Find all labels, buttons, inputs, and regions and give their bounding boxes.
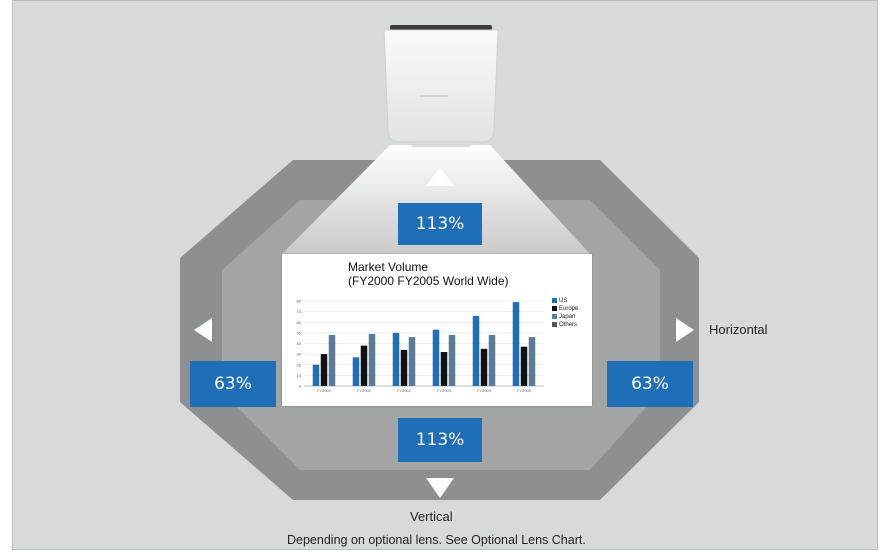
legend-swatch	[552, 314, 557, 319]
legend-swatch	[552, 306, 557, 311]
bar-us	[312, 364, 320, 386]
bar-japan	[408, 337, 416, 386]
bar-japan	[528, 337, 536, 386]
bar-us	[352, 357, 360, 386]
legend-label: US	[559, 298, 568, 305]
projected-screen: Market Volume (FY2000 FY2005 World Wide)…	[282, 254, 592, 406]
chart-title: Market Volume	[348, 260, 429, 274]
legend-item: Japan	[552, 314, 575, 320]
y-tick-label: 20	[297, 362, 302, 367]
arrow-right-icon	[676, 318, 694, 342]
bar-japan	[368, 333, 376, 386]
chart-subtitle: (FY2000 FY2005 World Wide)	[348, 274, 509, 288]
legend-swatch	[552, 298, 557, 303]
y-tick-label: 70	[297, 309, 302, 314]
legend-swatch	[552, 322, 557, 327]
x-tick-label: FY2003	[437, 388, 452, 393]
legend-label: Europe	[559, 306, 579, 313]
legend-item: US	[552, 298, 567, 304]
bar-europe	[400, 349, 408, 386]
y-tick-label: 10	[297, 373, 302, 378]
vertical-label: Vertical	[410, 509, 453, 524]
horizontal-label: Horizontal	[709, 322, 768, 337]
legend-label: Others	[559, 322, 578, 329]
y-tick-label: 40	[297, 341, 302, 346]
bar-japan	[448, 335, 456, 386]
bar-us	[472, 315, 480, 386]
legend-item: Europe	[552, 306, 578, 312]
bar-europe	[320, 354, 328, 386]
vertical-top-percentage: 113%	[398, 203, 482, 245]
projection-beam	[282, 145, 590, 254]
y-tick-label: 50	[297, 330, 302, 335]
x-tick-label: FY2004	[477, 388, 492, 393]
horizontal-left-percentage: 63%	[190, 361, 276, 407]
horizontal-right-percentage: 63%	[607, 361, 693, 407]
footnote-text: Depending on optional lens. See Optional…	[287, 533, 586, 547]
legend-item: Others	[552, 322, 577, 328]
arrow-left-icon	[194, 318, 212, 342]
bar-europe	[360, 345, 368, 386]
market-volume-chart: 0 10 20 30 40 50 60 70 80 FY2000 FY2001 FY2002 FY200…	[297, 299, 544, 393]
bar-europe	[440, 352, 448, 386]
bar-us	[512, 302, 520, 386]
y-tick-label: 80	[297, 299, 302, 304]
x-tick-label: FY2005	[517, 388, 532, 393]
vertical-bottom-percentage: 113%	[398, 418, 482, 462]
bar-europe	[520, 346, 528, 386]
arrow-down-icon	[426, 478, 454, 498]
y-tick-label: 30	[297, 352, 302, 357]
bar-japan	[328, 335, 336, 386]
x-tick-label: FY2000	[317, 388, 332, 393]
bar-europe	[480, 348, 488, 386]
arrow-up-icon	[426, 167, 454, 186]
bar-japan	[488, 335, 496, 386]
bar-us	[432, 329, 440, 386]
bar-us	[392, 332, 400, 386]
y-tick-label: 0	[299, 384, 302, 389]
y-tick-label: 60	[297, 320, 302, 325]
projector-icon	[383, 25, 499, 147]
legend-label: Japan	[559, 314, 576, 321]
x-tick-label: FY2002	[397, 388, 412, 393]
x-tick-label: FY2001	[357, 388, 372, 393]
